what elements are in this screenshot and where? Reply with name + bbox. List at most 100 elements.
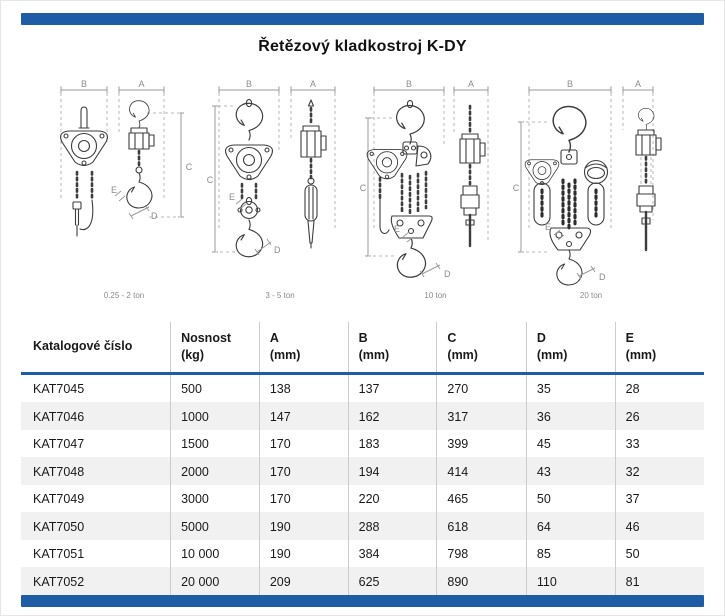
- col-header-nosnost: Nosnost (kg): [170, 322, 260, 374]
- table-cell: KAT7045: [33, 382, 85, 397]
- col-header-unit: (mm): [447, 347, 478, 362]
- table-cell: 170: [258, 429, 349, 458]
- col-header-label: Nosnost: [181, 331, 232, 345]
- col-header-unit: (mm): [625, 347, 657, 362]
- col-header-unit: (mm): [358, 347, 390, 362]
- footer-bar: [21, 594, 704, 607]
- col-header-label: D: [536, 331, 546, 345]
- col-header-c: C (mm): [436, 322, 527, 374]
- table-cell: 5000: [170, 512, 260, 540]
- table-cell: 625: [347, 567, 437, 595]
- figure-caption: 10 ton: [424, 291, 447, 300]
- col-header-label: E: [625, 331, 634, 345]
- dim-label-b: B: [567, 80, 573, 89]
- col-header-a: A (mm): [258, 322, 349, 374]
- table-cell: 147: [258, 402, 349, 430]
- dim-label-a: A: [138, 80, 144, 89]
- dim-label-a: A: [635, 80, 641, 89]
- dim-label-d: D: [151, 211, 158, 221]
- table-cell: KAT7052: [33, 574, 85, 589]
- table-cell: 110: [525, 567, 616, 595]
- dim-label-d: D: [599, 272, 606, 282]
- table-cell: 162: [347, 402, 437, 430]
- col-header-unit: (mm): [269, 347, 301, 362]
- table-body: KAT7045 500 138 137 270 35 28 KAT7046 1000 147 162…: [21, 373, 704, 595]
- table-cell: 194: [347, 457, 437, 485]
- table-cell: 50: [525, 484, 616, 513]
- table-cell: 170: [258, 484, 349, 513]
- table-cell: 1500: [170, 429, 260, 458]
- table-cell: 46: [614, 512, 704, 540]
- table-row: KAT7046 1000 147 162 317 36 26: [21, 402, 704, 430]
- table-cell: 64: [525, 512, 616, 540]
- table-cell: KAT7051: [33, 547, 85, 562]
- table-cell: 10 000: [170, 539, 260, 568]
- dim-label-e: E: [545, 222, 551, 232]
- table-cell: 798: [436, 539, 527, 568]
- table-cell: 33: [614, 429, 704, 458]
- figures-row: B A C: [21, 80, 704, 304]
- table-cell: KAT7049: [33, 492, 85, 507]
- hoist-drawing-2: B A C E D: [207, 80, 336, 258]
- col-header-unit: (mm): [536, 347, 568, 362]
- table-cell: 220: [347, 484, 437, 513]
- col-header-e: E (mm): [614, 322, 704, 374]
- table-cell: 20 000: [170, 567, 260, 595]
- table-cell: 384: [347, 539, 437, 568]
- page-title: Řetězový kladkostroj K-DY: [258, 38, 467, 55]
- table-cell: 1000: [170, 402, 260, 430]
- table-cell: 137: [347, 373, 437, 403]
- table-cell: KAT7047: [33, 437, 85, 452]
- table-row: KAT7050 5000 190 288 618 64 46: [21, 512, 704, 540]
- table-cell: 399: [436, 429, 527, 458]
- col-header-b: B (mm): [347, 322, 437, 374]
- table-cell: 317: [436, 402, 527, 430]
- table-cell: 32: [614, 457, 704, 485]
- header-bar: [21, 13, 704, 25]
- table-cell: 28: [614, 373, 704, 403]
- table-row: KAT7052 20 000 209 625 890 110 81: [21, 567, 704, 595]
- dim-label-a: A: [310, 80, 316, 89]
- table-row: KAT7049 3000 170 220 465 50 37: [21, 484, 704, 513]
- table-cell: 37: [614, 484, 704, 513]
- table-cell: 190: [258, 512, 349, 540]
- table-cell: 2000: [170, 457, 260, 485]
- table-cell: 3000: [170, 484, 260, 513]
- table-cell: 190: [258, 539, 349, 568]
- figure-caption: 3 - 5 ton: [265, 291, 295, 300]
- table-cell: 183: [347, 429, 437, 458]
- table-cell: 500: [170, 373, 260, 403]
- dim-label-b: B: [406, 80, 412, 89]
- table-cell: 26: [614, 402, 704, 430]
- figure-hoist-4: B A C: [511, 80, 671, 300]
- table-cell: 85: [525, 539, 616, 568]
- table-cell: 414: [436, 457, 527, 485]
- col-header-katalog: Katalogové číslo: [21, 322, 171, 373]
- dim-label-e: E: [229, 192, 235, 202]
- table-cell: KAT7046: [33, 409, 85, 424]
- table-cell: 36: [525, 402, 616, 430]
- table-cell: 465: [436, 484, 527, 513]
- dim-label-c: C: [207, 175, 214, 185]
- table-row: KAT7045 500 138 137 270 35 28: [21, 373, 704, 403]
- table-cell: 170: [258, 457, 349, 485]
- table-cell: 138: [258, 373, 349, 403]
- table-row: KAT7047 1500 170 183 399 45 33: [21, 429, 704, 458]
- table-row: KAT7048 2000 170 194 414 43 32: [21, 457, 704, 485]
- table-cell: 50: [614, 539, 704, 568]
- table-cell: 890: [436, 567, 527, 595]
- dim-label-e: E: [394, 224, 400, 234]
- table-cell: KAT7050: [33, 519, 85, 534]
- figure-hoist-2: B A C E D: [205, 80, 355, 300]
- col-header-label: C: [447, 331, 457, 345]
- col-header-label: B: [358, 331, 368, 345]
- table-cell: 43: [525, 457, 616, 485]
- col-header-unit: (kg): [181, 347, 204, 362]
- col-header-label: Katalogové číslo: [33, 339, 133, 354]
- dimensions-table: Katalogové číslo Nosnost (kg) A (mm) B (…: [21, 322, 704, 595]
- table-cell: 35: [525, 373, 616, 403]
- dim-label-c: C: [360, 183, 367, 193]
- dim-label-d: D: [444, 269, 451, 279]
- hoist-drawing-1: B A C: [59, 80, 193, 237]
